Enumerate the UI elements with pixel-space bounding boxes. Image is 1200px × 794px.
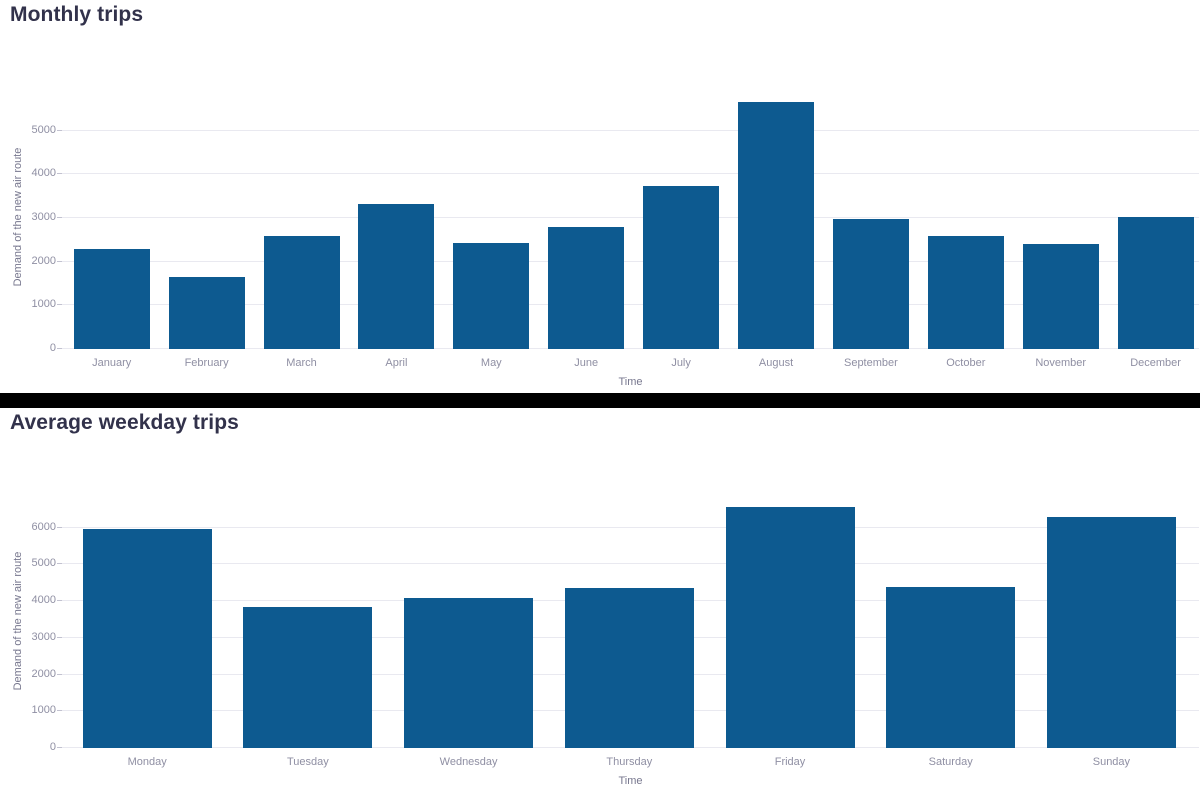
y-tick-label: 5000 [31, 123, 56, 136]
y-tick-mark [57, 710, 62, 712]
y-tick-label: 2000 [31, 254, 56, 267]
gridline [62, 217, 1199, 219]
y-tick-label: 1000 [31, 704, 56, 717]
bar-april [358, 204, 435, 349]
bar-february [168, 276, 245, 349]
x-tick-label: Friday [774, 756, 806, 768]
y-tick-label: 3000 [31, 211, 56, 224]
y-tick-label: 5000 [31, 557, 56, 570]
gridline [62, 173, 1199, 175]
y-tick-mark [57, 348, 62, 349]
bar-sunday [1046, 516, 1176, 748]
bar-january [73, 248, 150, 349]
x-tick-label: January [92, 357, 132, 369]
x-tick-label: October [946, 357, 986, 369]
y-tick-label: 2000 [31, 667, 56, 680]
y-tick-mark [57, 260, 62, 262]
gridline [62, 526, 1199, 528]
x-tick-label: December [1130, 357, 1181, 369]
y-tick-label: 3000 [31, 630, 56, 643]
gridline [62, 563, 1199, 565]
gridline [62, 129, 1199, 131]
x-tick-label: Sunday [1092, 756, 1131, 768]
y-tick-label: 4000 [31, 167, 56, 180]
bar-friday [725, 506, 855, 748]
y-tick-mark [57, 526, 62, 528]
chart-title: Average weekday trips [10, 411, 239, 434]
bar-november [1022, 244, 1099, 349]
x-tick-label: Saturday [928, 756, 973, 768]
y-tick-mark [57, 173, 62, 175]
section-divider [0, 393, 1200, 408]
bar-wednesday [404, 597, 534, 748]
chart-title: Monthly trips [10, 3, 144, 26]
monthly-trips-chart: Monthly trips Demand of the new air rout… [0, 0, 1200, 393]
y-tick-label: 4000 [31, 594, 56, 607]
bar-may [453, 242, 530, 349]
y-tick-mark [57, 129, 62, 131]
y-tick-label: 0 [49, 342, 56, 354]
gridline [62, 304, 1199, 306]
bar-june [548, 226, 625, 349]
y-tick-mark [57, 747, 62, 748]
x-tick-label: April [385, 357, 408, 369]
x-tick-label: July [671, 357, 691, 369]
bar-september [832, 218, 909, 349]
x-axis-title: Time [618, 775, 643, 787]
y-tick-label: 6000 [31, 520, 56, 533]
x-tick-label: Tuesday [286, 756, 329, 768]
gridline [62, 348, 1199, 349]
x-tick-label: March [286, 357, 317, 369]
y-tick-mark [57, 563, 62, 565]
x-tick-label: September [843, 357, 898, 369]
gridline [62, 260, 1199, 262]
x-tick-label: August [758, 357, 794, 369]
y-tick-label: 0 [49, 741, 56, 753]
y-tick-mark [57, 636, 62, 638]
bar-october [927, 236, 1004, 349]
x-tick-label: November [1035, 357, 1087, 369]
y-tick-mark [57, 304, 62, 306]
bar-tuesday [243, 607, 373, 748]
x-tick-label: Monday [127, 756, 167, 768]
bar-saturday [886, 587, 1016, 748]
x-tick-label: Wednesday [439, 756, 498, 768]
x-tick-label: Thursday [606, 756, 653, 768]
bar-july [643, 185, 720, 349]
x-axis-title: Time [618, 376, 643, 388]
bar-august [738, 102, 814, 349]
y-tick-mark [57, 673, 62, 675]
x-tick-label: June [574, 357, 599, 369]
x-tick-label: May [480, 357, 502, 369]
bar-december [1117, 217, 1194, 349]
plot-area: Time 0 1000 2000 3000 4000 5000 January Februar… [32, 85, 1199, 388]
plot-area: Time 0 1000 2000 3000 4000 5000 6000 Monday Tues… [32, 495, 1199, 787]
y-tick-mark [57, 217, 62, 219]
x-tick-label: February [184, 357, 229, 369]
average-weekday-trips-chart: Average weekday trips Demand of the new … [0, 408, 1200, 794]
bar-march [263, 235, 340, 349]
y-tick-mark [57, 600, 62, 602]
bar-monday [82, 529, 212, 748]
bar-thursday [564, 588, 694, 748]
y-tick-label: 1000 [31, 298, 56, 311]
